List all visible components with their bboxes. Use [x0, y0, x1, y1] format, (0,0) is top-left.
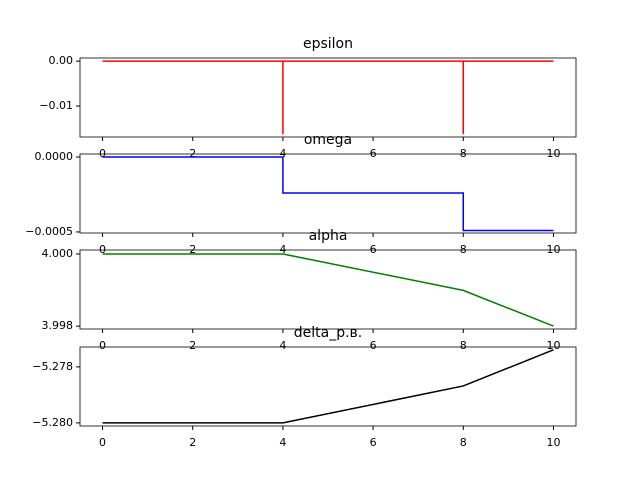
- x-tick-label: 2: [189, 339, 196, 352]
- x-tick-label: 8: [460, 147, 467, 160]
- data-line: [102, 349, 554, 424]
- y-tick-label: 3.998: [42, 319, 74, 332]
- y-tick-label: 0.0000: [35, 150, 74, 163]
- y-tick-label: −5.278: [32, 360, 73, 373]
- axes-frame: [79, 57, 577, 138]
- data-line: [102, 156, 554, 232]
- x-tick-label: 2: [189, 436, 196, 449]
- y-tick-label: 0.00: [49, 54, 74, 67]
- x-tick-label: 10: [546, 339, 560, 352]
- x-tick-label: 2: [189, 147, 196, 160]
- data-line: [102, 253, 554, 327]
- subplot-title: alpha: [309, 228, 348, 244]
- x-tick-label: 4: [279, 243, 286, 256]
- y-tick-label: 4.000: [42, 247, 74, 260]
- x-tick-label: 4: [279, 147, 286, 160]
- x-tick-label: 0: [99, 436, 106, 449]
- x-tick-label: 8: [460, 339, 467, 352]
- y-tick-label: −5.280: [32, 416, 73, 429]
- subplot-title: delta_р.в.: [294, 325, 363, 341]
- subplot-title: omega: [304, 132, 352, 148]
- x-tick-label: 6: [370, 339, 377, 352]
- x-tick-label: 10: [546, 243, 560, 256]
- x-tick-label: 6: [370, 147, 377, 160]
- x-tick-label: 6: [370, 436, 377, 449]
- x-tick-label: 6: [370, 243, 377, 256]
- x-tick-label: 4: [279, 436, 286, 449]
- x-tick-label: 8: [460, 243, 467, 256]
- x-tick-label: 10: [546, 147, 560, 160]
- x-tick-label: 0: [99, 339, 106, 352]
- y-tick-label: −0.01: [39, 99, 73, 112]
- x-tick-label: 8: [460, 436, 467, 449]
- x-tick-label: 10: [546, 436, 560, 449]
- data-line: [102, 60, 554, 135]
- y-tick-label: −0.0005: [25, 225, 73, 238]
- axes-frame: [79, 249, 577, 330]
- axes-frame: [79, 346, 577, 427]
- x-tick-label: 0: [99, 147, 106, 160]
- x-tick-label: 2: [189, 243, 196, 256]
- x-tick-label: 0: [99, 243, 106, 256]
- subplot-title: epsilon: [303, 36, 353, 52]
- x-tick-label: 4: [279, 339, 286, 352]
- axes-frame: [79, 153, 577, 234]
